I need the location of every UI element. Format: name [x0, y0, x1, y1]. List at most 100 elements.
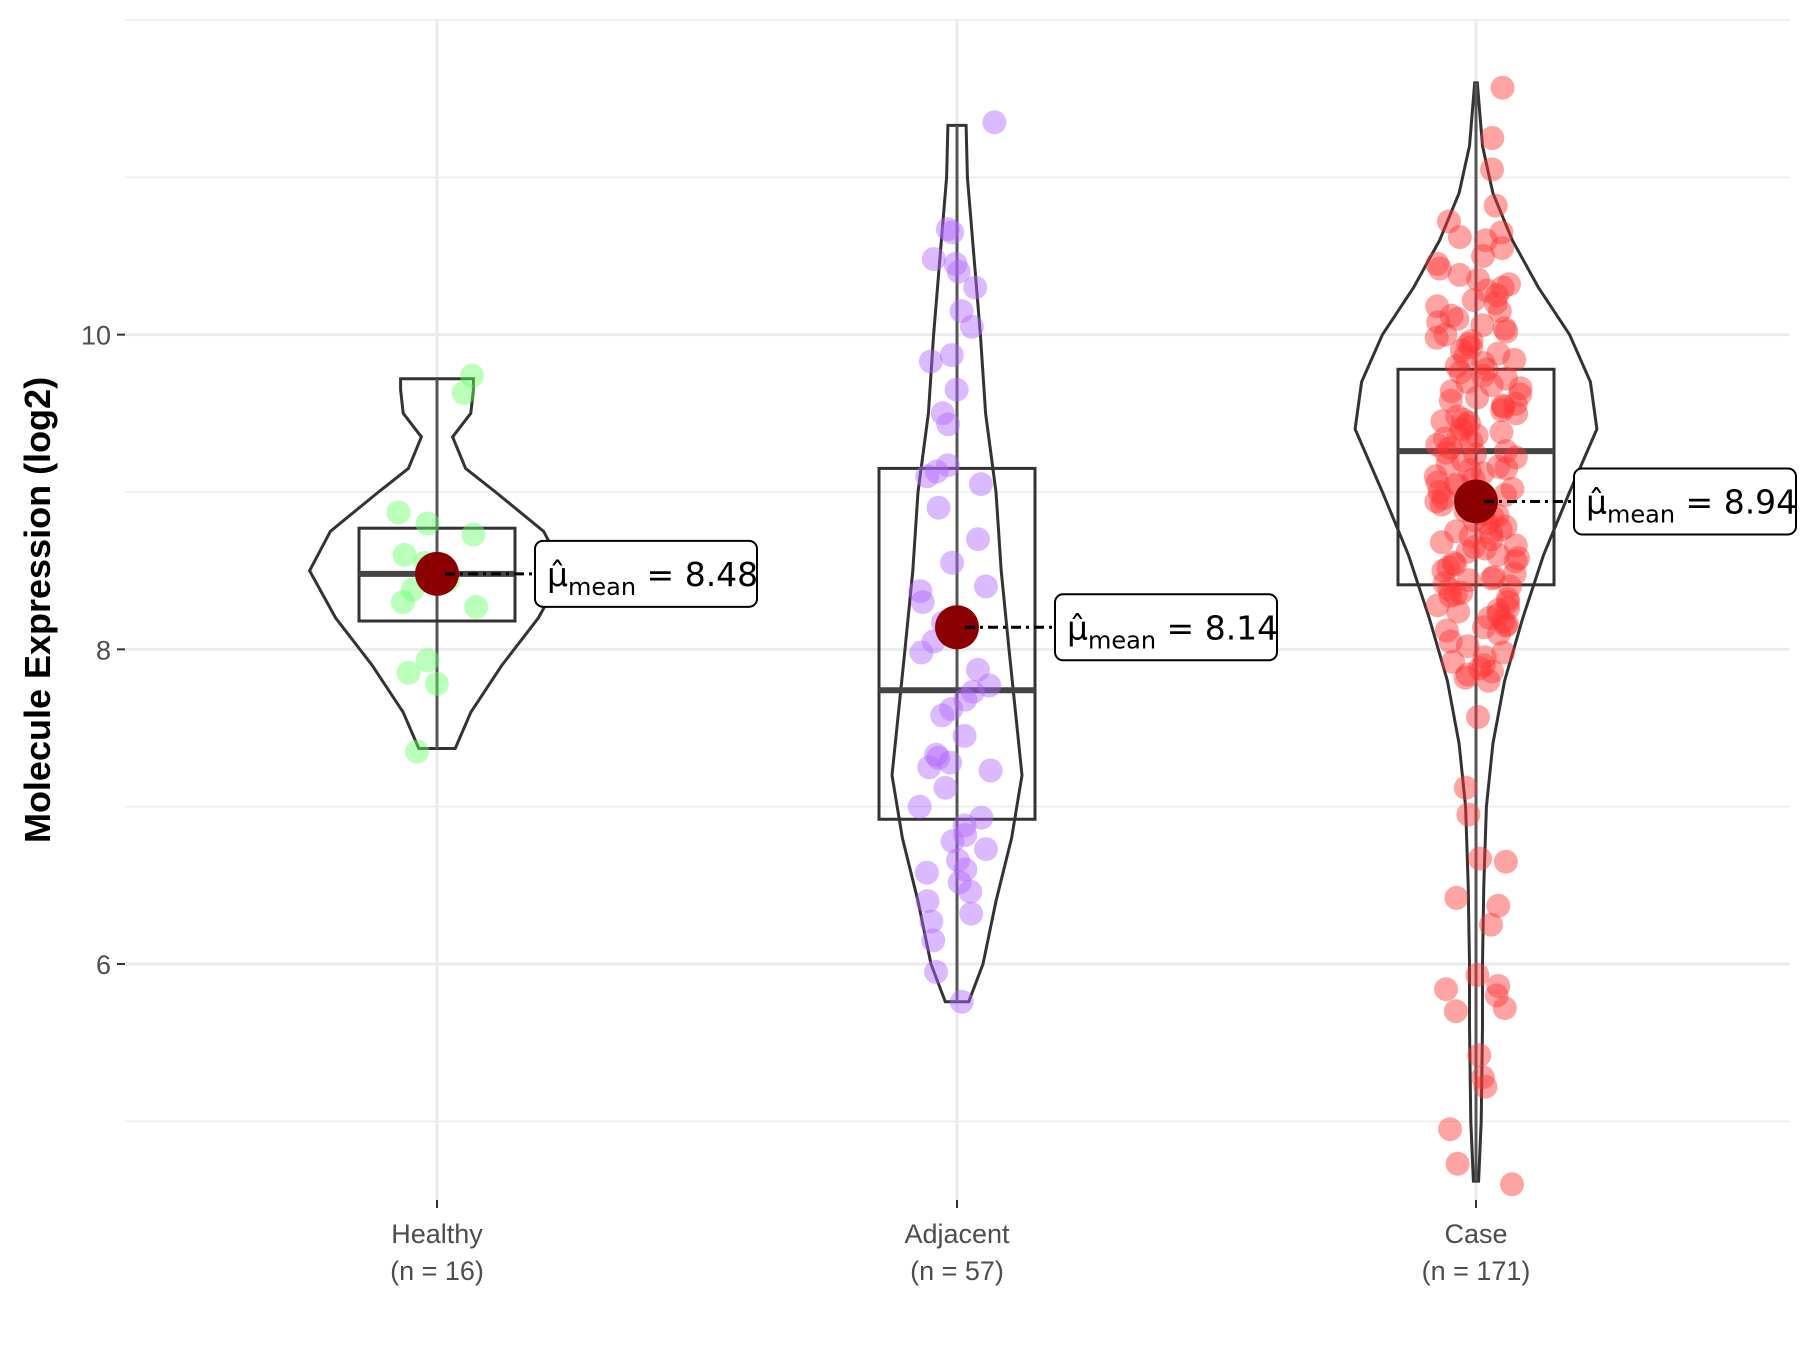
x-tick-count-healthy: (n = 16): [390, 1256, 484, 1286]
data-point: [938, 750, 963, 775]
mean-subscript: mean: [568, 573, 636, 601]
data-point: [1474, 357, 1499, 382]
data-point: [1430, 409, 1455, 434]
data-point: [1433, 322, 1458, 347]
data-point: [1429, 492, 1454, 517]
data-point: [1466, 705, 1490, 729]
data-point: [1486, 893, 1511, 918]
data-point: [959, 901, 984, 926]
mean-symbol: μ̂: [1067, 608, 1088, 647]
data-point: [1473, 228, 1498, 253]
data-point: [1461, 288, 1486, 313]
data-point: [1458, 524, 1483, 549]
mean-value: = 8.14: [1156, 608, 1278, 647]
mean-label-case: μ̂mean = 8.94: [1586, 482, 1797, 528]
data-point: [1471, 351, 1496, 375]
data-point: [907, 794, 932, 819]
data-point: [1438, 1117, 1463, 1142]
data-point: [921, 247, 946, 272]
data-point: [965, 657, 990, 682]
data-point: [1471, 363, 1496, 388]
data-point: [1480, 659, 1504, 684]
data-point: [960, 679, 985, 704]
data-point: [1503, 533, 1528, 558]
data-point: [963, 275, 988, 300]
data-point: [1453, 413, 1478, 438]
data-point: [1488, 517, 1513, 542]
data-point: [1443, 552, 1468, 577]
data-point: [1431, 486, 1456, 511]
data-point: [1467, 846, 1492, 871]
data-point: [1444, 519, 1469, 544]
data-point: [1489, 220, 1514, 245]
data-point: [1473, 1074, 1498, 1099]
data-point: [1494, 439, 1518, 464]
data-point: [939, 343, 964, 368]
data-point: [940, 550, 965, 575]
data-point: [1459, 329, 1484, 353]
mean-label-box: [534, 539, 758, 608]
data-point: [1489, 420, 1514, 445]
data-point: [1471, 653, 1496, 678]
data-point: [908, 579, 933, 604]
data-point: [1450, 448, 1475, 473]
data-point: [940, 829, 965, 854]
data-point: [1449, 580, 1474, 605]
data-point: [1425, 432, 1450, 457]
x-tick-count-adjacent: (n = 57): [910, 1256, 1004, 1286]
data-point: [1506, 546, 1531, 571]
violin-case: [1353, 81, 1599, 1183]
data-point: [1462, 535, 1487, 560]
data-point: [1495, 587, 1520, 611]
data-point: [396, 660, 421, 685]
data-point: [953, 687, 978, 712]
data-point: [1481, 565, 1506, 589]
violin-adjacent: [890, 123, 1024, 1004]
data-point: [1443, 582, 1468, 607]
data-point: [974, 837, 998, 862]
data-point: [1432, 571, 1457, 596]
x-tick-count-case: (n = 171): [1422, 1256, 1531, 1286]
data-point: [1425, 294, 1450, 319]
data-point: [1465, 963, 1490, 987]
data-point: [460, 363, 484, 388]
data-point: [1502, 347, 1527, 372]
box-adjacent: [877, 466, 1037, 821]
data-point: [1464, 423, 1489, 448]
data-point: [946, 848, 970, 873]
data-point: [1446, 599, 1471, 624]
data-point: [978, 758, 1003, 783]
data-point: [1487, 621, 1511, 646]
data-point: [1493, 514, 1518, 539]
data-point: [1445, 1151, 1470, 1176]
data-point: [1484, 983, 1509, 1008]
data-point: [939, 697, 964, 722]
data-point: [1483, 193, 1508, 218]
data-point: [1426, 310, 1451, 335]
data-point: [921, 928, 946, 953]
data-point: [1476, 668, 1501, 693]
data-point: [1480, 126, 1505, 150]
data-point: [1434, 618, 1459, 643]
data-point: [1425, 251, 1450, 276]
data-point: [1498, 574, 1522, 599]
data-point: [919, 909, 944, 934]
data-point: [1471, 244, 1495, 268]
data-point: [924, 742, 949, 767]
data-point: [1457, 458, 1482, 482]
data-point: [1486, 454, 1511, 479]
data-point: [1491, 395, 1516, 419]
data-point: [914, 860, 939, 885]
data-point: [415, 511, 440, 536]
data-point: [1470, 1065, 1495, 1090]
data-point: [1423, 464, 1448, 489]
mean-symbol: μ̂: [547, 555, 568, 594]
data-point: [1497, 272, 1521, 297]
data-point: [1444, 354, 1469, 379]
mean-value: = 8.94: [1675, 482, 1797, 521]
mean-point-case: [1454, 479, 1498, 524]
data-point: [1479, 527, 1504, 552]
data-point: [1456, 332, 1481, 357]
data-point: [1502, 561, 1527, 586]
